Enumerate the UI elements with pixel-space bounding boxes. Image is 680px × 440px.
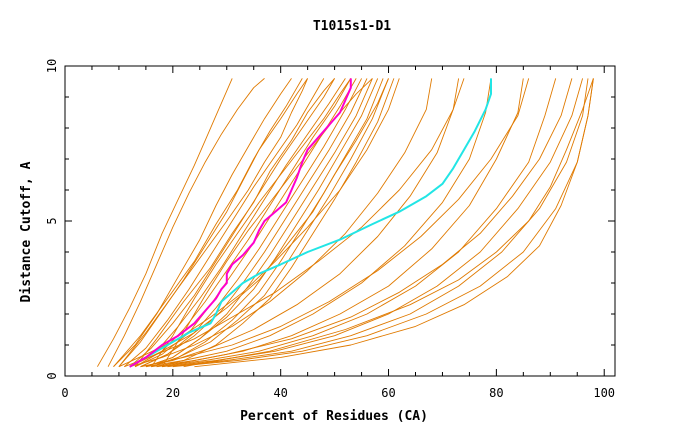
series-line-model-36 [124,78,465,368]
series-line-model-05 [124,78,325,368]
series-line-model-20 [150,78,352,367]
series-line-model-04 [118,78,308,367]
y-tick-label: 5 [45,217,59,224]
series-line-model-03 [113,78,292,368]
series-line-model-19 [134,78,335,367]
series-line-model-34 [162,78,573,368]
y-tick-label: 0 [45,372,59,379]
series-line-model-15 [151,78,389,368]
series-line-model-07 [129,78,346,368]
series-line-model-02 [107,78,265,367]
series-line-model-33 [183,78,594,368]
series-line-model-35 [140,78,530,368]
x-tick-label: 0 [61,386,68,400]
chart-title: T1015s1-D1 [313,19,391,34]
x-tick-label: 80 [489,386,503,400]
y-tick-label: 10 [45,59,59,73]
series-line-magenta [129,78,352,368]
x-tick-label: 20 [166,386,180,400]
series-line-model-01 [97,78,233,367]
series-line-model-29 [162,78,584,368]
series-line-cyan [129,78,492,368]
series-line-model-18 [113,78,303,367]
series-line-model-06 [129,78,335,368]
series-line-model-22 [129,78,389,368]
x-tick-label: 40 [273,386,287,400]
series-line-model-11 [140,78,368,368]
series-line-model-13 [145,78,379,368]
series-line-model-24 [129,78,433,368]
series-line-model-25 [140,78,460,368]
series-line-model-17 [118,78,309,367]
ticks-layer: 0 20 40 60 80 100 0 5 10 [45,59,615,400]
series-line-model-10 [140,78,362,368]
series-layer [97,78,594,368]
series-line-model-28 [156,78,557,368]
series-line-model-14 [151,78,384,368]
x-tick-label: 60 [381,386,395,400]
x-axis-label: Percent of Residues (CA) [240,409,428,424]
series-line-model-30 [167,78,589,368]
series-line-model-32 [194,78,594,368]
x-tick-label: 100 [593,386,615,400]
series-line-model-26 [145,78,492,368]
y-axis-label: Distance Cutoff, A [19,161,34,302]
